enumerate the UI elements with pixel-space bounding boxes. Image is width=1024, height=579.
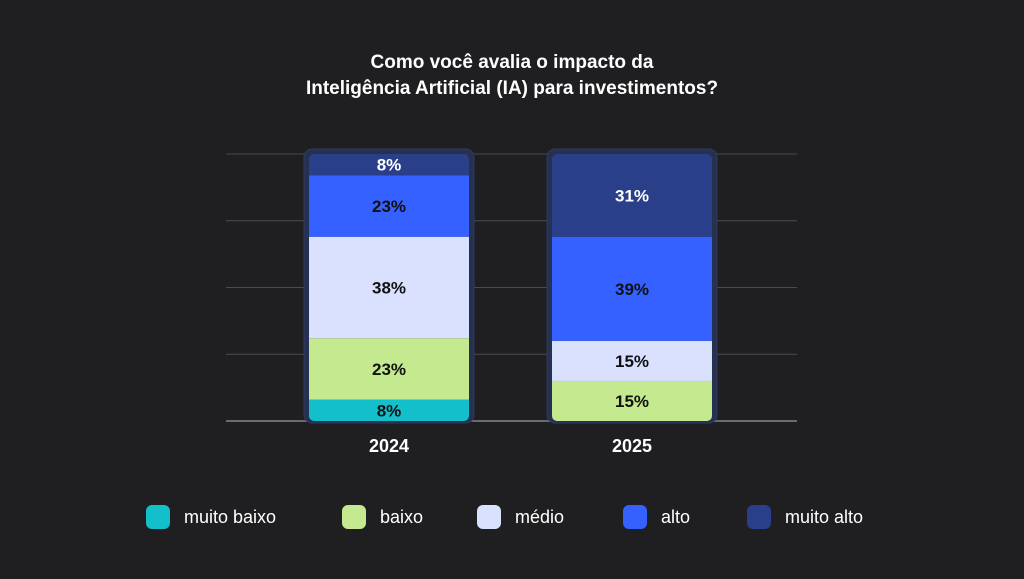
x-tick-label: 2024 xyxy=(369,436,409,456)
bar-segment xyxy=(309,236,469,339)
chart-title-line-1: Como você avalia o impacto da xyxy=(370,52,654,73)
data-label: 8% xyxy=(377,401,402,420)
data-label: 8% xyxy=(377,156,402,175)
legend-item-medio: médio xyxy=(477,500,564,534)
bar-segment xyxy=(552,236,712,341)
chart-title: Como você avalia o impacto da Inteligênc… xyxy=(0,50,1024,102)
stacked-bar-chart: 8% 23% 38% 23% 8% 2024 15% 15% 39% 31% 2025 xyxy=(226,148,797,456)
legend-label-muito-alto: muito alto xyxy=(785,506,864,527)
bar-segment xyxy=(309,175,469,237)
x-tick-label: 2025 xyxy=(612,436,652,456)
legend-swatch-alto xyxy=(623,505,647,529)
data-label: 31% xyxy=(615,186,649,205)
legend-label-alto: alto xyxy=(661,506,691,527)
chart-title-line-2: Inteligência Artificial (IA) para invest… xyxy=(305,78,719,99)
bar-segment xyxy=(552,154,712,237)
legend-label-baixo: baixo xyxy=(380,506,424,527)
data-label: 23% xyxy=(372,360,406,379)
bar-segment xyxy=(309,399,469,421)
legend-label-muito-baixo: muito baixo xyxy=(184,506,277,527)
legend-item-alto: alto xyxy=(623,500,690,534)
legend-swatch-medio xyxy=(477,505,501,529)
bar-stack-2025 xyxy=(552,154,712,421)
data-label: 38% xyxy=(372,279,406,298)
bar-segment xyxy=(309,338,469,400)
legend-label-medio: médio xyxy=(515,506,565,527)
legend-item-muito-alto: muito alto xyxy=(747,500,863,534)
legend: muito baixo baixo médio alto muito alto xyxy=(0,500,1024,534)
bar-stack-2024 xyxy=(309,154,469,421)
data-label: 39% xyxy=(615,280,649,299)
data-label: 15% xyxy=(615,392,649,411)
legend-swatch-muito-baixo xyxy=(146,505,170,529)
legend-swatch-muito-alto xyxy=(747,505,771,529)
legend-item-baixo: baixo xyxy=(342,500,423,534)
bar-segment xyxy=(552,380,712,421)
data-label: 15% xyxy=(615,352,649,371)
bar-segment xyxy=(552,340,712,381)
bar-segment xyxy=(309,154,469,176)
data-label: 23% xyxy=(372,197,406,216)
legend-item-muito-baixo: muito baixo xyxy=(146,500,276,534)
legend-swatch-baixo xyxy=(342,505,366,529)
